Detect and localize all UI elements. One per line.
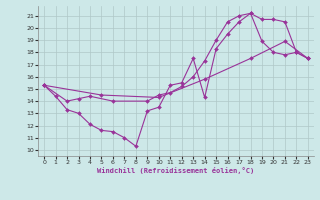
X-axis label: Windchill (Refroidissement éolien,°C): Windchill (Refroidissement éolien,°C) bbox=[97, 167, 255, 174]
